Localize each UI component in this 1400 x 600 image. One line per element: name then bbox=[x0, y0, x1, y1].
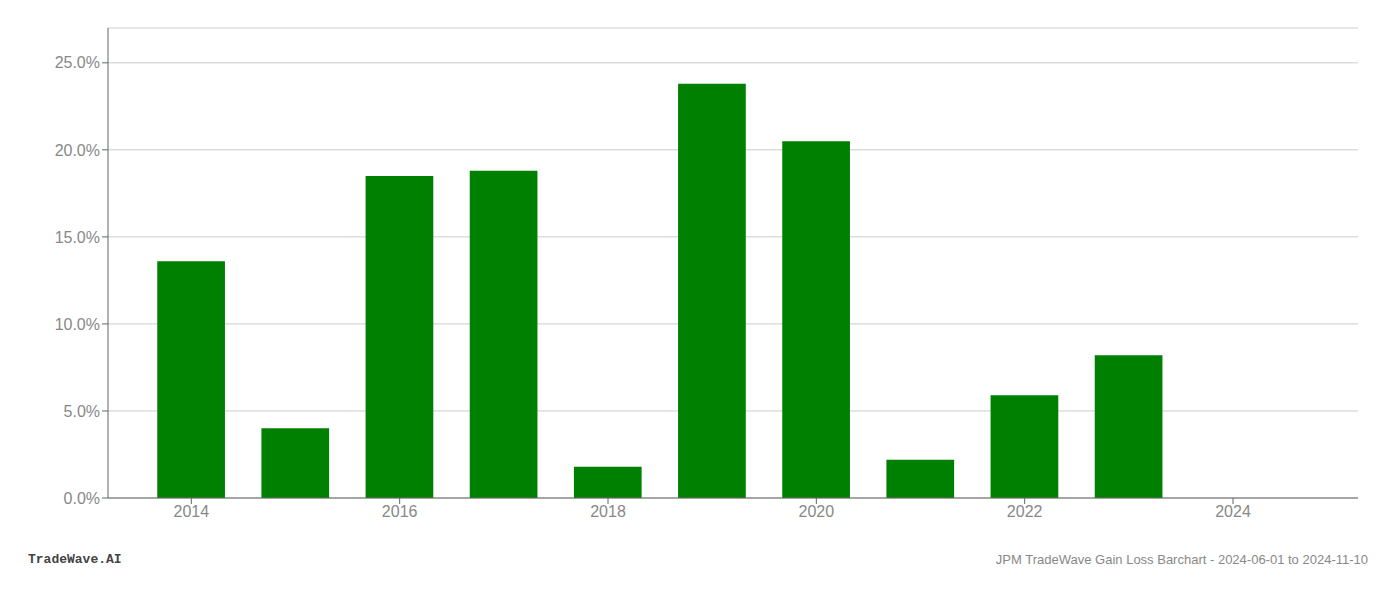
svg-text:2020: 2020 bbox=[799, 503, 835, 520]
svg-text:2022: 2022 bbox=[1007, 503, 1043, 520]
svg-text:5.0%: 5.0% bbox=[64, 403, 100, 420]
svg-text:2016: 2016 bbox=[382, 503, 418, 520]
svg-text:10.0%: 10.0% bbox=[55, 316, 100, 333]
html-text:JPM TradeWave Gain Loss Barcha: JPM TradeWave Gain Loss Barchart - 2024-… bbox=[995, 552, 1368, 567]
html-text:TradeWave.AI: TradeWave.AI bbox=[28, 552, 122, 567]
svg-text:2024: 2024 bbox=[1215, 503, 1251, 520]
svg-text:25.0%: 25.0% bbox=[55, 54, 100, 71]
svg-text:2018: 2018 bbox=[590, 503, 626, 520]
svg-text:2014: 2014 bbox=[174, 503, 210, 520]
svg-text:20.0%: 20.0% bbox=[55, 142, 100, 159]
svg-text:0.0%: 0.0% bbox=[64, 490, 100, 507]
svg-text:15.0%: 15.0% bbox=[55, 229, 100, 246]
